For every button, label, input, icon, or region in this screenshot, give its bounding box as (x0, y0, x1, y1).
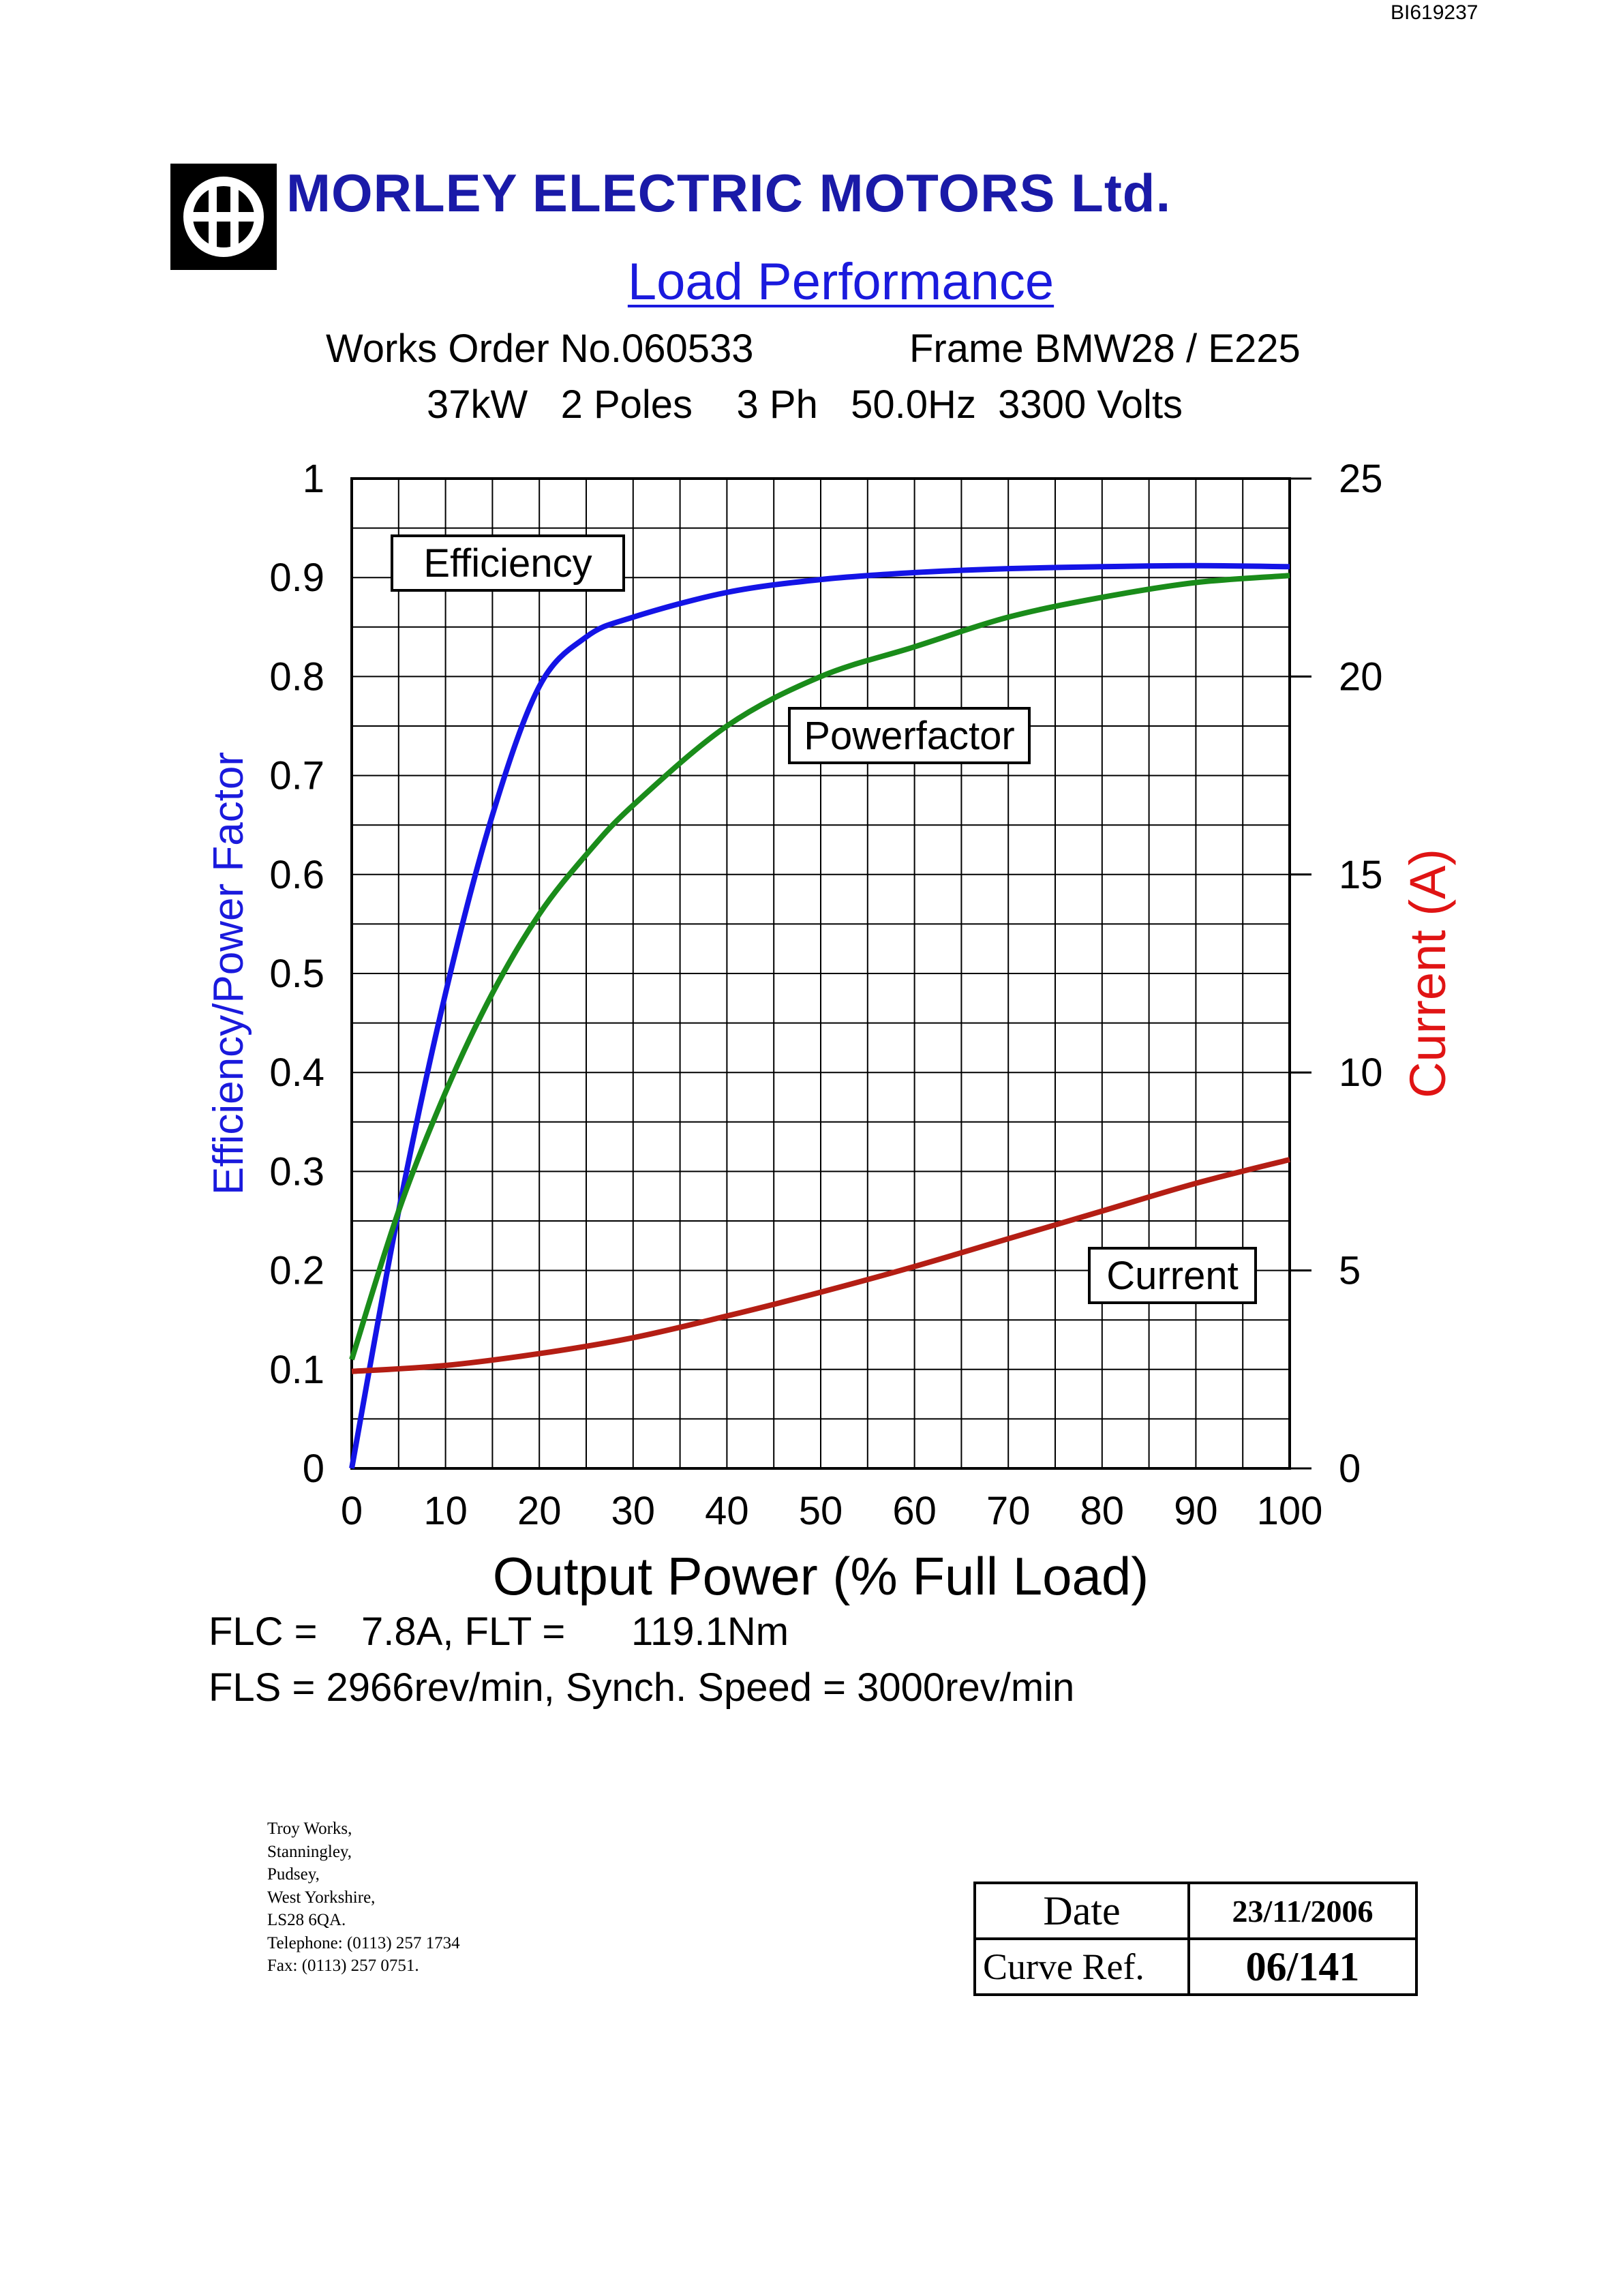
y-tick-label: 0.7 (269, 754, 324, 798)
y2-tick-label: 15 (1339, 853, 1383, 897)
address-line: West Yorkshire, (267, 1888, 376, 1907)
x-tick-label: 70 (986, 1489, 1031, 1533)
x-tick-label: 60 (892, 1489, 937, 1533)
curve-ref-row: Curve Ref. 06/141 (973, 1937, 1418, 1996)
y-tick-label: 0 (303, 1447, 324, 1491)
annotation-label-efficiency: Efficiency (423, 541, 592, 586)
y2-tick-label: 20 (1339, 654, 1383, 699)
curve-ref-label: Curve Ref. (973, 1937, 1190, 1996)
x-tick-label: 20 (517, 1489, 562, 1533)
y-tick-label: 0.8 (269, 654, 324, 699)
address-line: Pudsey, (267, 1865, 320, 1884)
y2-tick-label: 10 (1339, 1051, 1383, 1095)
y-tick-label: 0.2 (269, 1249, 324, 1293)
x-tick-label: 30 (611, 1489, 656, 1533)
y-tick-label: 0.6 (269, 853, 324, 897)
company-address: Troy Works, Stanningley, Pudsey, West Yo… (267, 1817, 460, 1978)
annotation-label-current: Current (1106, 1254, 1238, 1298)
y2-tick-label: 25 (1339, 457, 1383, 501)
y-axis-label: Efficiency/Power Factor (205, 752, 252, 1195)
y-tick-label: 1 (303, 457, 324, 501)
series-line-current (351, 1157, 1290, 1374)
morley-logo-icon (170, 164, 277, 270)
annotation-box-powerfactor (788, 707, 1031, 764)
date-curve-table: Date 23/11/2006 Curve Ref. 06/141 (973, 1882, 1418, 1996)
y-tick-label: 0.3 (269, 1149, 324, 1194)
y-tick-label: 0.1 (269, 1348, 324, 1392)
motor-rating: 37kW 2 Poles 3 Ph 50.0Hz 3300 Volts (427, 382, 1183, 427)
x-tick-label: 90 (1174, 1489, 1218, 1533)
x-tick-label: 40 (705, 1489, 749, 1533)
date-row: Date 23/11/2006 (973, 1882, 1418, 1940)
frame-designation: Frame BMW28 / E225 (909, 327, 1301, 371)
y-tick-label: 0.5 (269, 952, 324, 996)
y-tick-label: 0.9 (269, 556, 324, 600)
x-tick-label: 0 (341, 1489, 363, 1533)
annotation-box-current (1088, 1247, 1257, 1304)
x-axis-label: Output Power (% Full Load) (493, 1546, 1149, 1606)
address-line: LS28 6QA. (267, 1911, 346, 1929)
y2-tick-label: 0 (1339, 1447, 1361, 1491)
series-line-powerfactor (349, 573, 1290, 1361)
address-line: Troy Works, (267, 1819, 352, 1838)
date-label: Date (973, 1882, 1190, 1940)
y-tick-label: 0.4 (269, 1051, 324, 1095)
document-reference: BI619237 (1391, 1, 1478, 24)
x-tick-label: 50 (799, 1489, 843, 1533)
x-tick-label: 100 (1257, 1489, 1323, 1533)
works-order: Works Order No.060533 (326, 327, 754, 371)
x-tick-label: 80 (1080, 1489, 1125, 1533)
address-line: Stanningley, (267, 1842, 352, 1861)
chart-title: Load Performance (627, 253, 1055, 311)
fax-line: Fax: (0113) 257 0751. (267, 1957, 419, 1975)
curve-ref-value: 06/141 (1187, 1937, 1418, 1996)
date-value: 23/11/2006 (1187, 1882, 1418, 1940)
y2-tick-label: 5 (1339, 1249, 1361, 1293)
company-name: MORLEY ELECTRIC MOTORS Ltd. (286, 163, 1172, 223)
series-line-efficiency (349, 562, 1290, 1469)
y2-axis-label: Current (A) (1399, 849, 1456, 1098)
fls-speed-text: FLS = 2966rev/min, Synch. Speed = 3000re… (209, 1665, 1075, 1710)
telephone-line: Telephone: (0113) 257 1734 (267, 1933, 460, 1952)
plot-frame (350, 477, 1291, 1470)
annotation-label-powerfactor: Powerfactor (804, 714, 1014, 758)
flc-flt-text: FLC = 7.8A, FLT = 119.1Nm (209, 1610, 789, 1654)
annotation-box-efficiency (391, 534, 625, 592)
x-tick-label: 10 (423, 1489, 468, 1533)
